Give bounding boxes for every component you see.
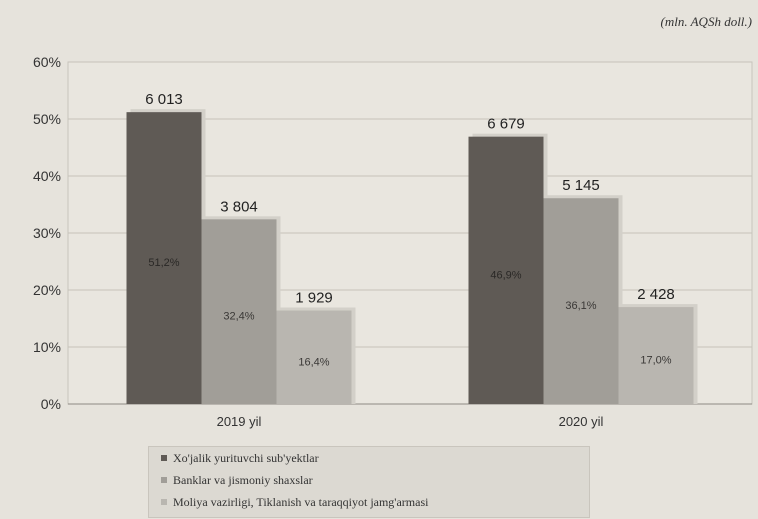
legend: Xo'jalik yurituvchi sub'yektlar Banklar …	[148, 446, 590, 518]
legend-item: Moliya vazirligi, Tiklanish va taraqqiyo…	[149, 491, 589, 513]
bar	[276, 310, 352, 404]
y-tick-label: 20%	[33, 282, 61, 298]
bar-percent-label: 51,2%	[148, 257, 179, 269]
bar-amount-label: 3 804	[220, 198, 258, 215]
legend-label: Banklar va jismoniy shaxslar	[173, 472, 313, 487]
y-tick-label: 60%	[33, 54, 61, 70]
unit-note: (mln. AQSh doll.)	[660, 14, 752, 29]
bar-percent-label: 36,1%	[565, 300, 596, 312]
legend-swatch	[161, 499, 167, 505]
y-tick-label: 30%	[33, 225, 61, 241]
bar-amount-label: 6 013	[145, 91, 183, 108]
bar-amount-label: 5 145	[562, 177, 600, 194]
legend-label: Xo'jalik yurituvchi sub'yektlar	[173, 450, 319, 465]
bar	[201, 219, 277, 404]
bar	[468, 136, 544, 405]
y-tick-label: 40%	[33, 168, 61, 184]
legend-swatch	[161, 455, 167, 461]
y-tick-label: 0%	[41, 396, 61, 412]
legend-swatch	[161, 477, 167, 483]
x-category-label: 2020 yil	[559, 414, 604, 429]
bar-amount-label: 6 679	[487, 116, 525, 133]
bar-percent-label: 32,4%	[223, 311, 254, 323]
bar-percent-label: 46,9%	[490, 269, 521, 281]
bar-percent-label: 16,4%	[298, 356, 329, 368]
bar	[126, 112, 202, 404]
bar-amount-label: 1 929	[295, 290, 333, 307]
legend-item: Banklar va jismoniy shaxslar	[149, 469, 589, 491]
bar	[618, 307, 694, 404]
legend-item: Xo'jalik yurituvchi sub'yektlar	[149, 447, 589, 469]
legend-label: Moliya vazirligi, Tiklanish va taraqqiyo…	[173, 494, 429, 509]
x-category-label: 2019 yil	[217, 414, 262, 429]
bar-amount-label: 2 428	[637, 286, 675, 303]
y-tick-label: 50%	[33, 111, 61, 127]
bar-percent-label: 17,0%	[640, 355, 671, 367]
bar	[543, 198, 619, 404]
y-tick-label: 10%	[33, 339, 61, 355]
